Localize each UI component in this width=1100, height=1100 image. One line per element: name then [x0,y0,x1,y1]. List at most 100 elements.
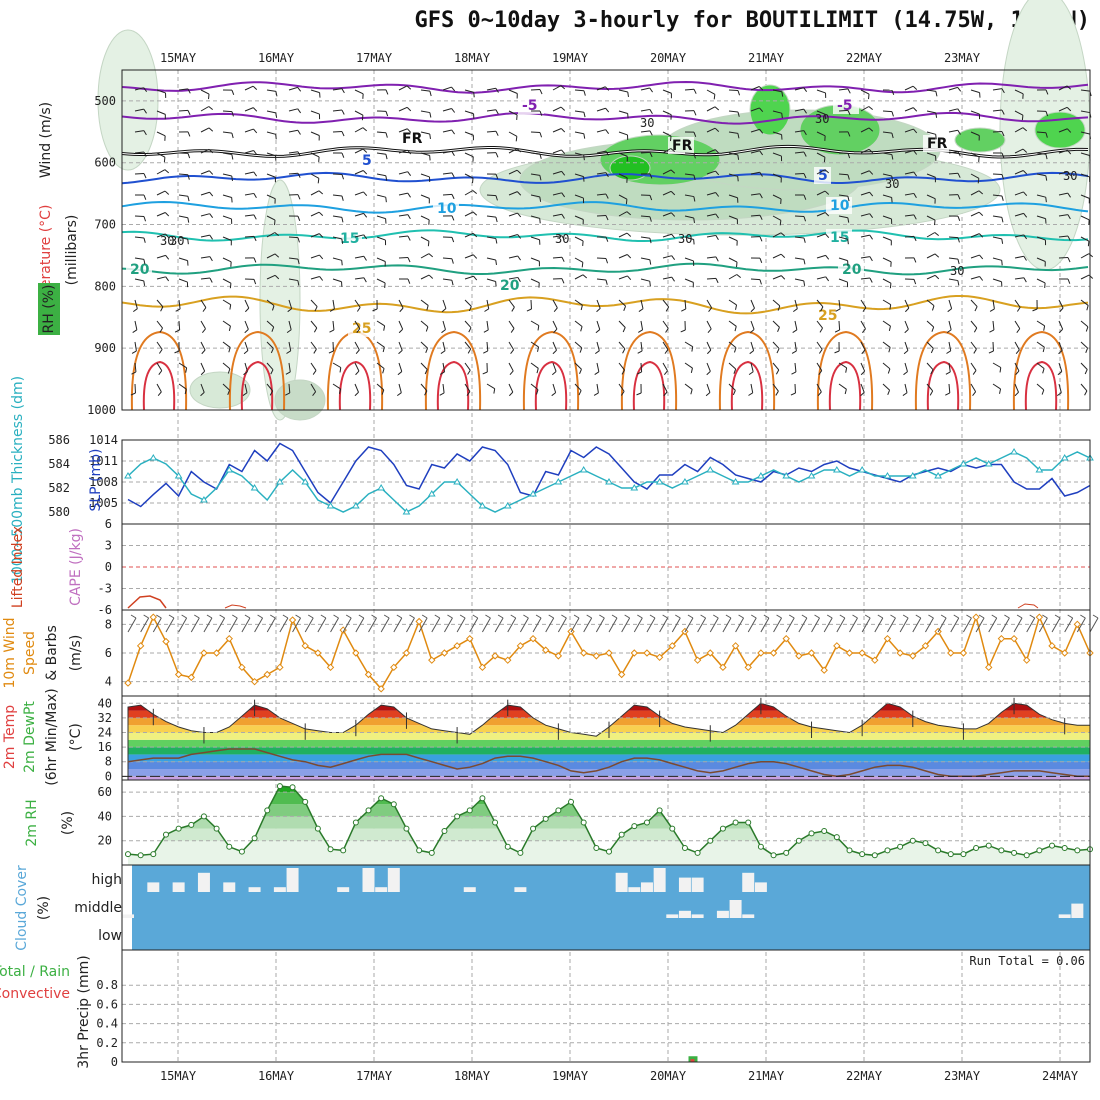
wind-barb-flag [552,349,557,355]
wind-barb-flag [165,255,170,260]
wind-barb [152,617,162,633]
wind-barb [244,383,248,393]
wind-barb [750,362,754,372]
wind-barb [310,383,317,392]
wind-barb-flag [946,350,951,354]
wind-barb [937,617,947,633]
wind-barb [332,236,342,240]
wind-barb [926,89,936,92]
wind-barb-flag [869,234,873,240]
wind-barb-flag [680,329,686,333]
wind-barb [772,89,782,93]
wind-barb-flag [209,213,214,218]
wind-barb [684,173,694,176]
wind-barb-flag [297,215,301,222]
wind-barb-flag [483,329,489,333]
wind-barb [552,149,562,154]
wind-barb [552,85,562,91]
x-tick-label-bottom: 19MAY [552,1069,589,1083]
wind-barb [398,128,408,133]
wind-barb-flag [665,306,670,312]
wind-barb [310,89,320,94]
wind-barb-flag [1014,391,1019,397]
wind-barb [1080,362,1088,370]
thickness-point [554,478,563,485]
wind-barb-flag [671,276,675,282]
wind-speed-point [909,652,917,660]
axis-label: 2m DewPt [22,701,38,773]
slp-tick-label: 1014 [89,433,118,447]
wind-barb [310,233,320,238]
wind-barb-flag [1045,132,1048,138]
rh-point [783,849,790,856]
wind-barb [1036,257,1046,262]
pressure-tick-label: 600 [94,156,116,170]
wind-barb [486,320,489,330]
rh-point [378,795,385,802]
wind-barb [1036,215,1046,220]
axis-label: (°C) [68,723,84,751]
wind-barb [552,383,557,393]
wind-barb [970,276,980,280]
wind-barb-flag [143,130,147,136]
wind-barb [442,278,452,281]
wind-barb-flag [372,308,378,312]
wind-barb-flag [1067,171,1072,176]
wind-barb-flag [157,391,162,397]
wind-barb-flag [319,254,324,260]
wind-barb-flag [185,367,188,373]
temp-band [128,703,1090,704]
wind-barb-flag [819,327,823,333]
wind-speed-point [124,679,132,687]
x-tick-label-top: 15MAY [160,51,197,65]
wind-barb [244,341,249,351]
wind-barb [760,617,770,633]
wind-barb-flag [817,391,822,397]
wind-barb-flag [891,154,894,160]
wind-barb [816,362,823,371]
wind-barb-flag [472,190,478,195]
wind-barb [178,362,187,369]
wind-barb-flag [1001,88,1005,94]
wind-barb-flag [775,390,779,396]
wind-barb-flag [508,391,514,397]
isotherm-label: FR [672,138,693,154]
wind-barb [882,341,891,348]
wind-barb [442,86,452,91]
thickness-point [681,478,689,485]
wind-speed-point [326,663,335,672]
wind-barb [794,236,805,239]
wind-barb [970,152,980,158]
wind-barb-flag [363,213,368,218]
wind-barb [816,254,826,259]
wind-barb [882,383,890,391]
wind-speed-point [288,616,297,624]
wind-barb-flag [312,370,317,375]
rh-point [732,819,739,826]
isotherm-loop-35 [730,360,764,411]
wind-barb-flag [1087,241,1090,247]
wind-barb [486,194,497,197]
wind-barb [200,191,210,196]
wind-barb [904,299,910,309]
wind-barb [794,257,804,260]
cloud-bar-high [375,887,388,892]
wind-barb [860,106,870,112]
wind-barb-flag [671,255,676,260]
wind-barb [925,617,934,633]
wind-barb-flag [945,371,951,375]
cloud-bar-high [754,882,767,892]
wind-barb [456,617,466,633]
wind-barb-flag [763,614,770,619]
wind-barb [574,173,584,178]
wind-barb-flag [158,349,163,354]
wind-barb [310,254,320,259]
wind-barb-flag [759,214,763,220]
wind-barb [310,211,320,217]
thickness-point [883,472,892,479]
wind-barb [706,383,711,393]
wind-barb [310,173,320,179]
wind-barb [662,341,669,350]
wind-barb-flag [187,110,191,116]
wind-barb-flag [759,172,763,177]
